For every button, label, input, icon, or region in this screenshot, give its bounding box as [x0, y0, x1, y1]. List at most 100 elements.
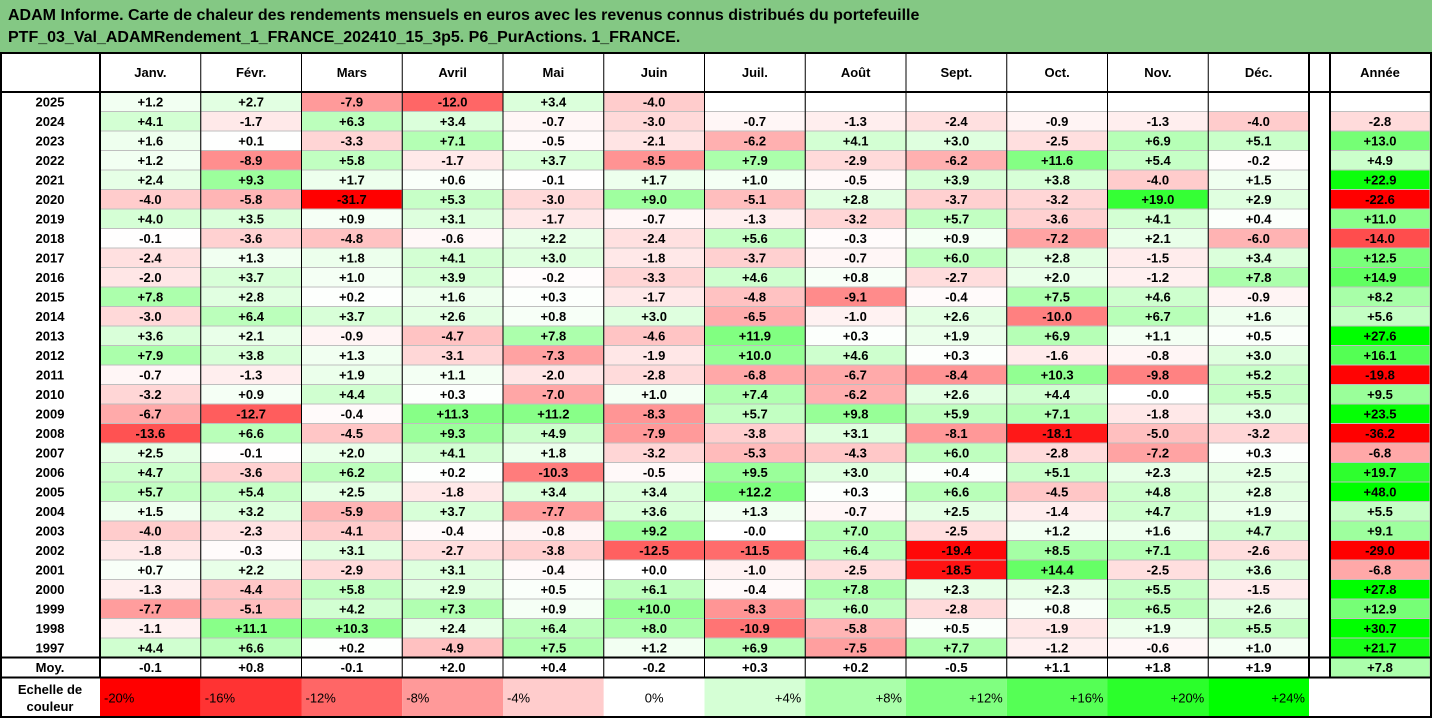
cell-value: -7.2: [1046, 231, 1068, 246]
row-year-label: 2005: [36, 484, 65, 499]
year-column-header: Année: [1360, 65, 1400, 80]
scale-swatch-label: -12%: [306, 690, 337, 705]
cell-value: +2.8: [238, 289, 264, 304]
cell-value: +11.9: [739, 328, 771, 343]
annual-value: -29.0: [1365, 543, 1395, 558]
cell-value: +4.9: [541, 426, 567, 441]
cell-value: -6.2: [744, 133, 766, 148]
average-value: +2.0: [440, 660, 466, 675]
table-row: 2025 +1.2 +2.7 -7.9 -12.0 +3.4 -4.0: [36, 91, 1431, 112]
cell-value: +3.0: [1246, 406, 1272, 421]
cell-value: +10.3: [1041, 367, 1074, 382]
cell-value: +1.0: [339, 270, 365, 285]
cell-value: +0.4: [1246, 211, 1272, 226]
cell-value: +7.1: [1145, 543, 1171, 558]
cell-value: +4.1: [1145, 211, 1171, 226]
cell-value: +0.3: [440, 387, 466, 402]
cell-value: +4.7: [138, 465, 164, 480]
table-row: 2002 -1.8 -0.3 +3.1 -2.7 -3.8 -12.5 -11.5 +6.4 -1…: [36, 540, 1431, 561]
cell-value: +0.6: [440, 172, 466, 187]
cell-value: -0.5: [542, 133, 564, 148]
scale-swatch: [301, 677, 403, 718]
cell-value: -0.2: [1247, 153, 1269, 168]
cell-value: +6.0: [944, 250, 970, 265]
row-year-label: 2010: [36, 387, 65, 402]
cell-value: +1.0: [742, 172, 768, 187]
annual-value: -6.8: [1369, 445, 1391, 460]
cell-value: +3.4: [641, 484, 667, 499]
row-year-label: 2023: [36, 133, 65, 148]
scale-swatch-label: +20%: [1171, 690, 1205, 705]
cell-value: +4.6: [843, 348, 869, 363]
cell-value: +6.6: [944, 484, 970, 499]
cell-value: +1.2: [1044, 523, 1070, 538]
cell-value: -1.3: [139, 582, 161, 597]
cell-value: +0.0: [641, 562, 667, 577]
row-year-label: 2015: [36, 289, 65, 304]
cell-value: -5.9: [341, 504, 363, 519]
cell-value: +2.2: [238, 562, 264, 577]
cell-value: +6.0: [944, 445, 970, 460]
cell-value: +3.4: [440, 114, 466, 129]
cell-value: +2.9: [1246, 192, 1272, 207]
cell-value: -1.3: [240, 367, 262, 382]
scale-swatch: [1107, 677, 1209, 718]
column-header: Nov.: [1144, 65, 1171, 80]
cell-value: -1.3: [744, 211, 766, 226]
cell-value: +6.9: [742, 640, 768, 655]
cell-value: -6.8: [744, 367, 766, 382]
cell-value: +0.1: [238, 133, 264, 148]
cell-value: -2.5: [844, 562, 866, 577]
table-row: 2000 -1.3 -4.4 +5.8 +2.9 +0.5 +6.1 -0.4 +7.8 +2.3…: [36, 579, 1431, 600]
cell-value: -0.8: [542, 523, 564, 538]
cell-value: -1.2: [1046, 640, 1068, 655]
cell-value: -3.6: [1046, 211, 1068, 226]
row-year-label: 2021: [36, 172, 65, 187]
scale-label-line-1: Echelle de: [18, 682, 82, 697]
cell-value: +1.9: [1246, 504, 1272, 519]
cell-value: +7.7: [944, 640, 970, 655]
cell-value: -0.3: [240, 543, 262, 558]
cell-value: +0.8: [1044, 601, 1070, 616]
scale-swatch-label: -20%: [104, 690, 135, 705]
cell-value: +1.3: [742, 504, 768, 519]
cell-value: +3.4: [1246, 250, 1272, 265]
cell-value: -1.8: [643, 250, 665, 265]
annual-value: +12.9: [1364, 601, 1397, 616]
cell-value: -7.5: [844, 640, 866, 655]
cell-value: +1.5: [1246, 172, 1272, 187]
cell-value: +10.0: [738, 348, 771, 363]
table-row: 2020 -4.0 -5.8 -31.7 +5.3 -3.0 +9.0 -5.1 +2.8 -3.…: [36, 189, 1431, 210]
cell-value: +2.1: [1145, 231, 1171, 246]
annual-value: +48.0: [1364, 484, 1397, 499]
cell-value: +11.1: [235, 621, 267, 636]
cell-value: -3.2: [643, 445, 665, 460]
cell-value: +6.9: [1145, 133, 1171, 148]
cell-value: +7.8: [138, 289, 164, 304]
row-year-label: 2001: [36, 562, 65, 577]
average-value: -0.1: [341, 660, 363, 675]
table-row: 2004 +1.5 +3.2 -5.9 +3.7 -7.7 +3.6 +1.3 -0.7 +2.5…: [36, 501, 1431, 522]
scale-swatch-label: +16%: [1070, 690, 1104, 705]
annual-value: +22.9: [1364, 172, 1397, 187]
cell-value: -7.0: [542, 387, 564, 402]
cell-value: -4.7: [441, 328, 463, 343]
row-year-label: 1998: [36, 621, 65, 636]
cell-value: -1.7: [441, 153, 463, 168]
cell-value: +6.5: [1145, 601, 1171, 616]
table-row: 2014 -3.0 +6.4 +3.7 +2.6 +0.8 +3.0 -6.5 -1.0 +2.6…: [36, 306, 1431, 327]
cell-value: +1.6: [1145, 523, 1171, 538]
table-row: 2013 +3.6 +2.1 -0.9 -4.7 +7.8 -4.6 +11.9 +0.3 +1.…: [36, 325, 1431, 346]
cell-value: +1.9: [944, 328, 970, 343]
cell-value: -0.7: [844, 504, 866, 519]
annual-value: +12.5: [1364, 250, 1397, 265]
scale-swatch: [1006, 677, 1108, 718]
cell-value: +4.4: [1044, 387, 1070, 402]
cell-value: +2.0: [1044, 270, 1070, 285]
row-year-label: 2011: [36, 367, 64, 382]
cell-value: +2.5: [339, 484, 365, 499]
table-row: 2024 +4.1 -1.7 +6.3 +3.4 -0.7 -3.0 -0.7 -1.3 -2.4…: [36, 111, 1431, 132]
title-line-2: PTF_03_Val_ADAMRendement_1_FRANCE_202410…: [8, 29, 681, 46]
cell-value: -6.5: [744, 309, 766, 324]
annual-value: +8.2: [1367, 289, 1393, 304]
